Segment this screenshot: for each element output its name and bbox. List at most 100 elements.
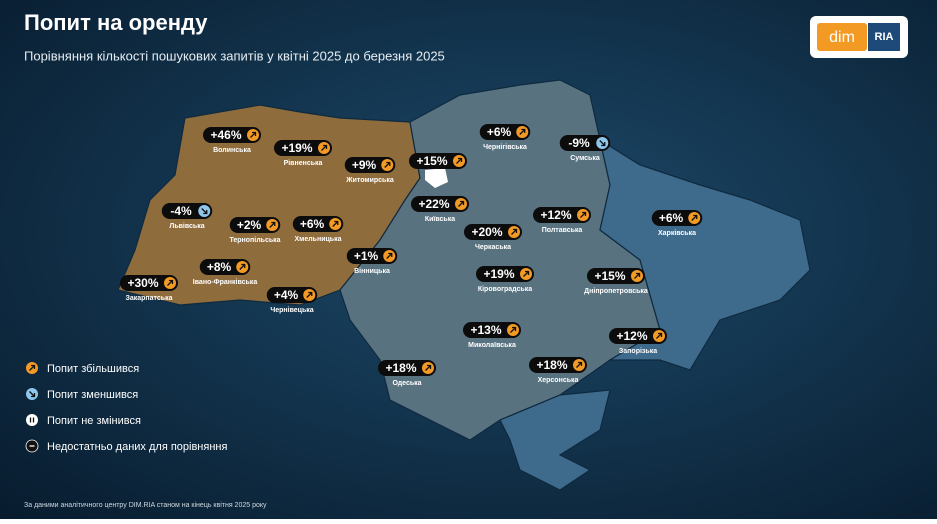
region-pill: [464, 224, 522, 240]
region-change: +6%: [487, 125, 512, 139]
icon-arrow: [386, 252, 393, 259]
map: [117, 79, 811, 491]
region-change: +46%: [210, 128, 241, 142]
icon-arrow: [523, 270, 530, 277]
logo-right: RIA: [875, 31, 894, 43]
footer: За даними аналітичного центру DIM.RIA ст…: [24, 501, 267, 509]
region-name: Одеська: [392, 380, 421, 387]
icon-arrow: [201, 208, 208, 215]
region-name: Київська: [425, 216, 455, 223]
logo-right-box: [868, 23, 900, 51]
subtitle: Порівняння кількості пошукових запитів у…: [24, 48, 445, 63]
region-name: Чернігівська: [483, 143, 527, 151]
region-change: +1%: [354, 249, 379, 263]
region-name: Херсонська: [538, 377, 579, 384]
region-pill: [344, 157, 396, 173]
region-pill: [651, 210, 703, 226]
logo-left: dim: [829, 29, 855, 46]
region-change: +18%: [385, 361, 416, 375]
region-name: Хмельницька: [294, 236, 341, 243]
icon-arrow: [458, 200, 465, 207]
region-name: Чернівецька: [270, 306, 313, 314]
region-name: Запорізька: [619, 347, 657, 355]
region-name: Кіровоградська: [478, 285, 532, 293]
region-pill: [529, 357, 587, 373]
region-name: Вінницька: [354, 267, 390, 275]
region-change: +19%: [281, 141, 312, 155]
icon-arrow: [691, 214, 698, 221]
region-pill: [463, 322, 521, 338]
icon-arrow: [511, 228, 518, 235]
region-pill: [266, 287, 318, 303]
region-change: +13%: [470, 323, 501, 337]
icon-arrow: [580, 211, 587, 218]
region-name: Волинська: [213, 147, 251, 154]
region-pill: [292, 216, 344, 232]
logo: dim RIA: [810, 16, 908, 58]
region-name: Миколаївська: [468, 342, 516, 349]
icon-arrow: [384, 161, 391, 168]
icon-arrow: [269, 221, 276, 228]
region-change: +8%: [207, 260, 232, 274]
region-change: +6%: [659, 211, 684, 225]
region-change: +20%: [471, 225, 502, 239]
region-name: Житомирська: [345, 177, 394, 184]
legend-label: Попит збільшився: [47, 363, 139, 375]
icon-arrow: [519, 128, 526, 135]
region-change: +12%: [540, 208, 571, 222]
icon-arrow: [250, 131, 257, 138]
region-name: Київ: [431, 173, 447, 180]
region-pill: [229, 217, 281, 233]
region-name: Полтавська: [542, 227, 583, 234]
region-pill: [411, 196, 469, 212]
region-pill: [378, 360, 436, 376]
title: Попит на оренду: [24, 10, 208, 35]
region-name: Дніпропетровська: [584, 287, 648, 295]
region-pill: [609, 328, 667, 344]
region-change: +6%: [300, 217, 325, 231]
region-change: +22%: [418, 197, 449, 211]
region-name: Рівненська: [284, 159, 323, 167]
region-pill: [346, 248, 398, 264]
icon-arrow: [425, 364, 432, 371]
region-pill: [120, 275, 178, 291]
legend-label: Недостатньо даних для порівняння: [47, 441, 227, 453]
region-change: +30%: [127, 276, 158, 290]
icon-arrow: [656, 332, 663, 339]
region-name: Закарпатська: [125, 295, 172, 302]
region-change: +15%: [594, 269, 625, 283]
icon-arrow: [332, 220, 339, 227]
icon-arrow: [321, 144, 328, 151]
icon-arrow: [576, 361, 583, 368]
icon: [26, 414, 38, 426]
icon-pause: [29, 417, 35, 423]
legend-label: Попит зменшився: [47, 389, 138, 401]
region-change: +12%: [616, 329, 647, 343]
icon-arrow: [510, 326, 517, 333]
region-pill: [476, 266, 534, 282]
icon-arrow: [167, 279, 174, 286]
region-pill: [274, 140, 332, 156]
region-pill: [533, 207, 591, 223]
legend-label: Попит не змінився: [47, 415, 141, 427]
icon-arrow: [599, 140, 606, 147]
icon-arrow: [239, 263, 246, 270]
region-name: Львівська: [169, 222, 204, 230]
icon-arrow: [634, 272, 641, 279]
region-pill: [587, 268, 645, 284]
region-change: -9%: [568, 136, 590, 150]
region-change: +18%: [536, 358, 567, 372]
logo-left-box: [817, 23, 867, 51]
region-change: +19%: [483, 267, 514, 281]
icon-arrow: [456, 157, 463, 164]
region-pill: [559, 135, 611, 151]
icon-arrow: [29, 364, 36, 371]
icon-arrow: [306, 291, 313, 298]
region-name: Сумська: [570, 155, 600, 162]
region-change: +2%: [237, 218, 262, 232]
region-pill: [479, 124, 531, 140]
icon-arrow: [29, 391, 36, 398]
region-pill: [199, 259, 251, 275]
region-name: Тернопільська: [229, 236, 280, 244]
